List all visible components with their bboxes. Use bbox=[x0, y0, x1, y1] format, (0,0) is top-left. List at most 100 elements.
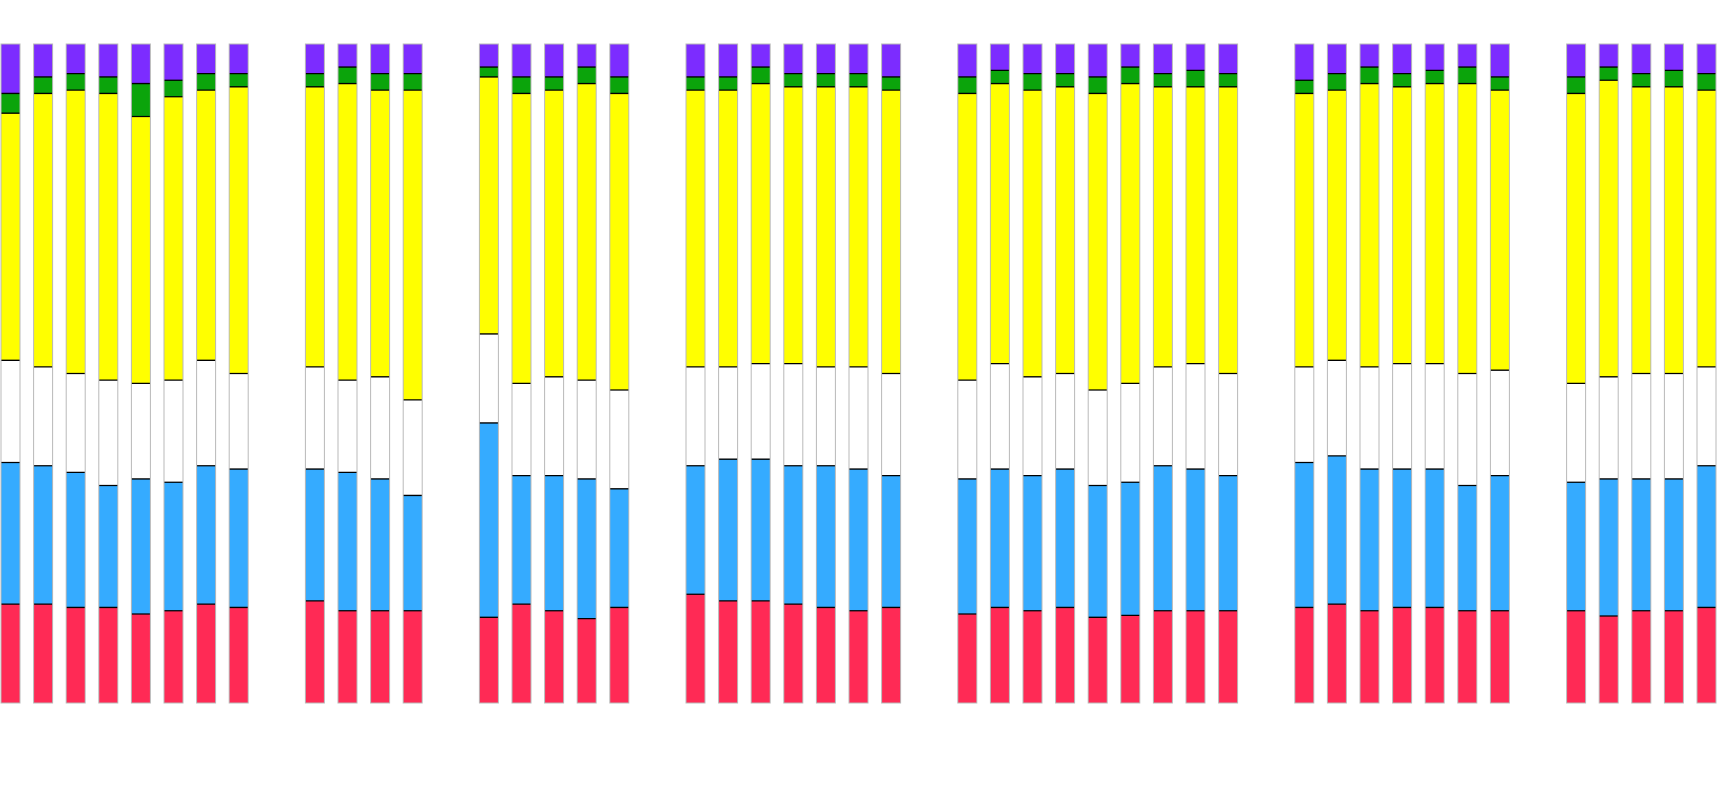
stacked-bar bbox=[304, 43, 325, 704]
bar-segment-blue bbox=[33, 465, 53, 605]
bar-segment-yellow bbox=[1023, 90, 1042, 377]
bar-segment-blue bbox=[131, 478, 151, 615]
bar-group-2 bbox=[304, 43, 423, 704]
bar-segment-green bbox=[1599, 67, 1619, 81]
bar-segment-blue bbox=[512, 475, 531, 605]
bar-segment-purple bbox=[1360, 44, 1379, 68]
bar-outline bbox=[1631, 43, 1652, 704]
bar-segment-red bbox=[1392, 607, 1412, 703]
bar-segment-purple bbox=[196, 44, 216, 74]
bar-segment-red bbox=[1327, 604, 1347, 703]
bar-segment-white bbox=[1599, 376, 1619, 479]
bar-outline bbox=[1055, 43, 1076, 704]
bar-segment-purple bbox=[1055, 44, 1075, 74]
bar-segment-red bbox=[783, 604, 803, 703]
bar-segment-yellow bbox=[1153, 86, 1173, 367]
bar-segment-blue bbox=[1023, 475, 1042, 611]
stacked-bar bbox=[1022, 43, 1043, 704]
bar-segment-yellow bbox=[718, 90, 738, 367]
bar-segment-red bbox=[957, 614, 977, 703]
bar-segment-yellow bbox=[229, 86, 249, 374]
bar-segment-yellow bbox=[1360, 83, 1379, 367]
stacked-bar bbox=[685, 43, 706, 704]
bar-segment-blue bbox=[479, 422, 499, 618]
stacked-bar bbox=[544, 43, 565, 704]
stacked-bar bbox=[1392, 43, 1413, 704]
bar-segment-blue bbox=[338, 472, 357, 611]
stacked-bar bbox=[511, 43, 532, 704]
bar-segment-yellow bbox=[512, 93, 531, 384]
bar-segment-yellow bbox=[1088, 93, 1108, 390]
bar-segment-green bbox=[403, 73, 423, 91]
bar-segment-blue bbox=[1294, 462, 1314, 608]
bar-segment-white bbox=[164, 380, 183, 483]
stacked-bar bbox=[228, 43, 249, 704]
bar-segment-white bbox=[718, 366, 738, 460]
bar-segment-yellow bbox=[1631, 86, 1651, 374]
bar-segment-blue bbox=[1457, 485, 1477, 611]
bar-segment-green bbox=[609, 76, 629, 94]
bar-segment-yellow bbox=[849, 86, 868, 367]
bar-segment-white bbox=[98, 380, 118, 486]
bar-segment-white bbox=[33, 366, 53, 466]
stacked-bar bbox=[1185, 43, 1206, 704]
bar-segment-blue bbox=[229, 469, 249, 608]
bar-segment-red bbox=[881, 607, 901, 703]
bar-segment-yellow bbox=[1392, 86, 1412, 364]
bar-segment-purple bbox=[1457, 44, 1477, 68]
bar-outline bbox=[1696, 43, 1717, 704]
bar-outline bbox=[98, 43, 119, 704]
stacked-bar bbox=[1359, 43, 1380, 704]
bar-segment-red bbox=[1566, 610, 1586, 703]
bar-segment-green bbox=[512, 76, 531, 94]
stacked-bar bbox=[1424, 43, 1445, 704]
bar-segment-blue bbox=[577, 478, 597, 619]
bar-segment-green bbox=[990, 70, 1010, 84]
bar-segment-red bbox=[1, 604, 20, 703]
bar-segment-red bbox=[1697, 607, 1716, 703]
bar-segment-white bbox=[1490, 370, 1510, 476]
bar-segment-red bbox=[849, 610, 868, 703]
bar-segment-blue bbox=[1425, 469, 1445, 608]
bar-segment-white bbox=[686, 366, 705, 466]
bar-outline bbox=[544, 43, 565, 704]
bar-segment-green bbox=[849, 73, 868, 87]
bar-outline bbox=[402, 43, 423, 704]
bar-outline bbox=[1598, 43, 1619, 704]
bar-segment-green bbox=[1631, 73, 1651, 87]
bar-segment-white bbox=[370, 376, 390, 479]
bar-segment-white bbox=[1425, 363, 1445, 470]
bar-segment-purple bbox=[751, 44, 771, 68]
bar-segment-blue bbox=[66, 472, 86, 608]
bar-segment-green bbox=[751, 67, 771, 84]
bar-outline bbox=[196, 43, 217, 704]
stacked-bar bbox=[1326, 43, 1347, 704]
bar-outline bbox=[1326, 43, 1347, 704]
bar-outline bbox=[1359, 43, 1380, 704]
stacked-bar bbox=[718, 43, 739, 704]
bar-outline bbox=[511, 43, 532, 704]
stacked-bar bbox=[478, 43, 499, 704]
bar-segment-blue bbox=[1697, 465, 1716, 608]
bar-segment-red bbox=[98, 607, 118, 703]
bar-segment-purple bbox=[1425, 44, 1445, 71]
bar-segment-white bbox=[229, 373, 249, 470]
bar-segment-purple bbox=[1023, 44, 1042, 74]
bar-outline bbox=[1663, 43, 1684, 704]
bar-segment-red bbox=[33, 604, 53, 703]
bar-segment-green bbox=[305, 73, 325, 87]
bar-segment-yellow bbox=[131, 116, 151, 384]
bar-segment-yellow bbox=[1566, 93, 1586, 384]
bar-segment-red bbox=[1294, 607, 1314, 703]
bar-segment-red bbox=[305, 600, 325, 703]
bar-outline bbox=[163, 43, 184, 704]
bar-outline bbox=[1087, 43, 1108, 704]
bar-outline bbox=[304, 43, 325, 704]
bar-segment-green bbox=[1, 93, 20, 114]
bar-segment-white bbox=[544, 376, 564, 476]
bar-segment-yellow bbox=[98, 93, 118, 381]
bar-segment-yellow bbox=[1, 113, 20, 361]
bar-group-3 bbox=[478, 43, 630, 704]
bar-outline bbox=[1218, 43, 1239, 704]
stacked-bar bbox=[576, 43, 597, 704]
